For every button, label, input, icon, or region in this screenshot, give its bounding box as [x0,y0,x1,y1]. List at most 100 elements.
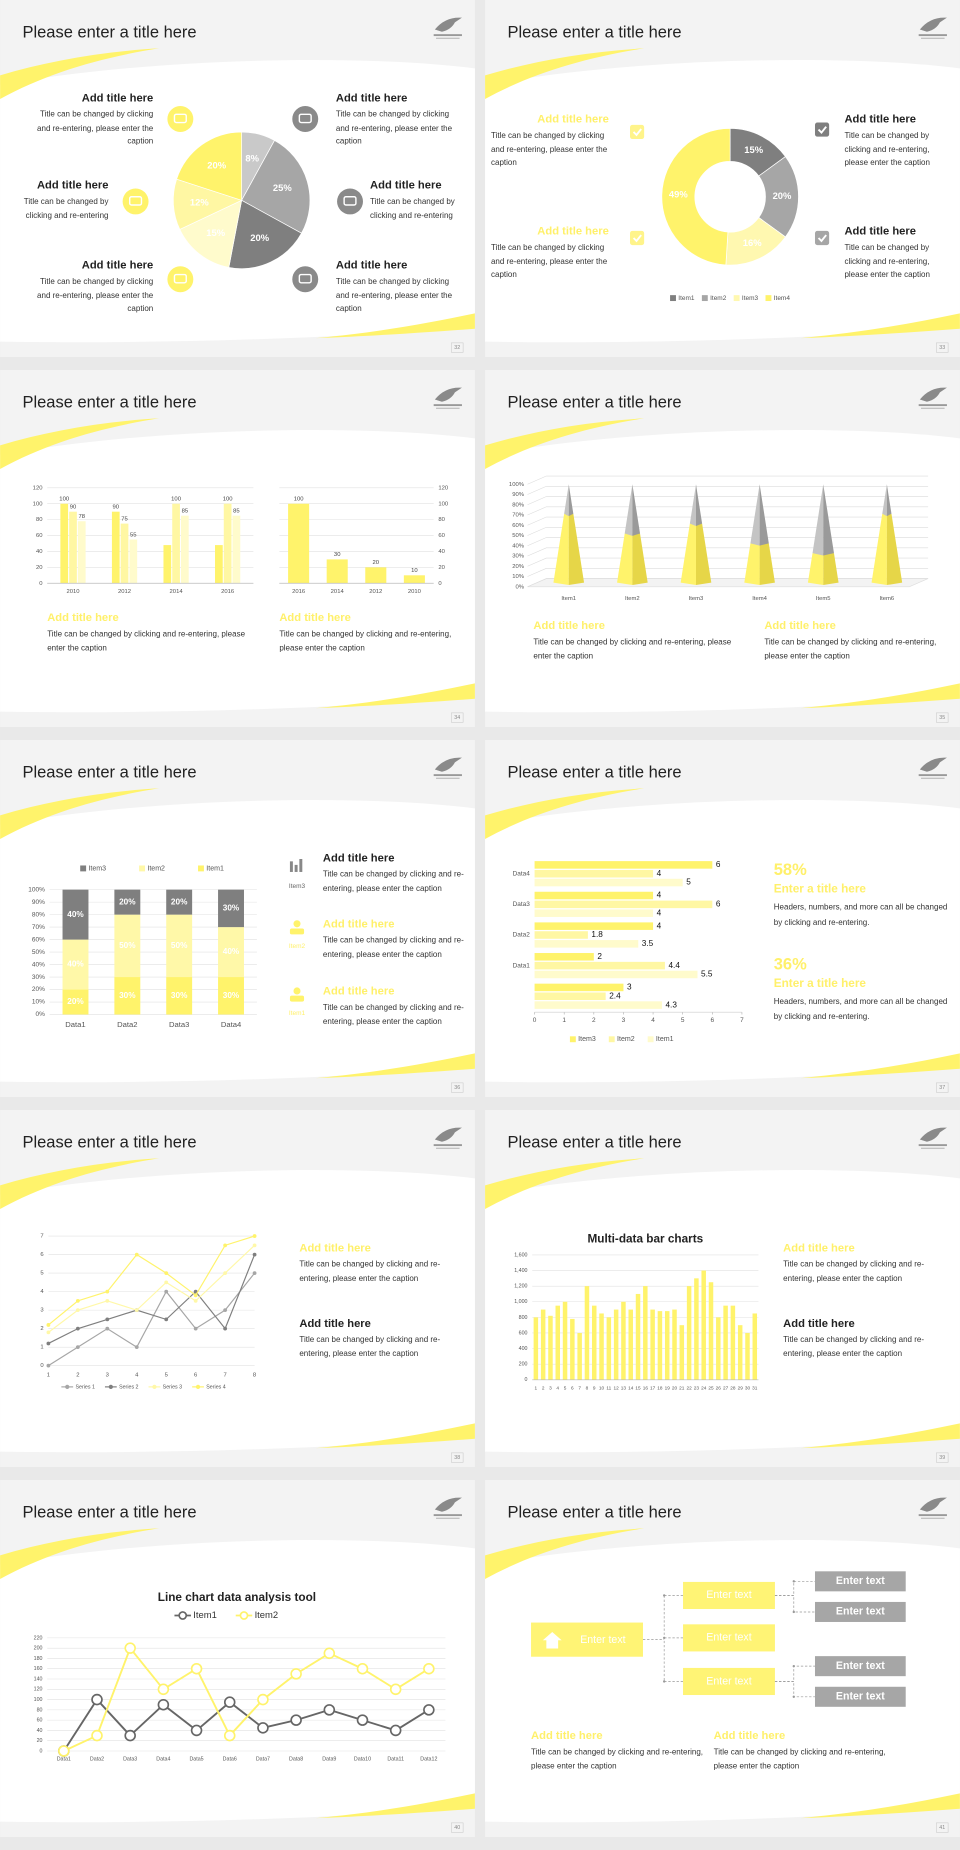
x-tick-label: Data4 [156,1757,170,1763]
y-tick-label: 50% [32,949,45,956]
x-tick-label: 22 [686,1385,692,1390]
segment-label: 50% [171,941,188,950]
segment-label: 40% [223,947,240,956]
x-tick-label: 8 [586,1385,589,1390]
logo-mark [918,1144,947,1147]
accent-swoosh [800,683,960,709]
series-marker [223,1729,236,1742]
series-marker [164,1317,169,1322]
accent-swoosh [0,48,160,99]
series-marker [134,1345,139,1350]
block-heading: Add title here [36,179,109,193]
y-tick-label: 100% [28,886,45,893]
legend-marker [195,1384,201,1390]
legend-marker [65,1384,70,1390]
slide-body [0,1539,475,1823]
grid-line [527,506,929,516]
y-tick-label: 0% [36,1011,46,1018]
accent-swoosh [315,313,475,339]
segment-label: 30% [223,991,240,1000]
block-heading-area: Add title here [783,1317,855,1330]
bar-segment [114,914,141,978]
x-tick-label: Data2 [117,1020,137,1029]
block-heading-area: Add title here [323,985,395,998]
legend-swatch [701,295,708,302]
series-marker [193,1293,198,1298]
block-caption-area: Title can be changed by clicking and re-… [491,132,607,167]
stat-heading: Enter a title here [774,883,867,896]
series-marker [223,1243,228,1248]
y-tick-label: 200 [519,1362,528,1368]
slide-canvas: Please enter a title here 32 8% 25% 20% 15% 12… [0,0,475,357]
cone-segment [624,484,633,536]
series-marker [389,1724,402,1737]
block-heading-area: Add title here [336,92,408,105]
bar-value-label: 20 [373,560,380,566]
segment-label: 30% [119,991,136,1000]
legend-swatch [80,865,87,872]
series-marker [157,1683,170,1696]
y-tick-label: 20 [37,1738,43,1744]
block-caption: Title can be changed by clicking and re-… [322,1003,464,1026]
logo-mark [921,1147,945,1149]
slice-label: 20% [207,160,226,171]
accent-swoosh [485,1158,645,1209]
x-tick-label: 24 [701,1385,707,1390]
y-tick-label: 160 [34,1666,43,1672]
y-tick-label: 40 [438,549,445,555]
bar [716,1317,721,1380]
x-tick-label: 2 [542,1385,545,1390]
block-caption-area: Title can be changed by clicking and re-… [37,111,153,146]
checkbox [630,230,645,246]
accent-swoosh [800,1053,960,1079]
x-tick-label: 3 [622,1017,626,1024]
series-marker [193,1326,198,1331]
accent-swoosh [485,1528,645,1579]
item-label: Item1 [289,1010,306,1017]
series-marker [105,1326,110,1331]
bar-value-label: 4 [657,908,662,917]
accent-swoosh [0,1158,160,1209]
logo-mark [921,407,945,409]
page-number-box [936,1082,949,1093]
bar [288,503,310,584]
series-line [48,1244,255,1333]
series-marker [252,1271,257,1275]
bar-value-label: 5 [686,878,691,887]
y-tick-label: 40% [32,961,45,968]
x-tick-label: 26 [716,1385,722,1390]
bar [591,1305,597,1380]
legend-swatch [569,1036,576,1043]
x-tick-label: 10 [599,1385,605,1390]
series-marker [290,1668,302,1680]
cone-segment-shade [759,543,775,586]
x-tick-label: Data2 [90,1757,104,1763]
segment-label: 30% [171,991,188,1000]
slide: Please enter a title here 36 0% 10% 20% 30% 40… [0,740,475,1097]
x-tick-label: 2012 [369,589,382,595]
cone-segment-shade [695,523,712,586]
y-tick-label: 1,000 [514,1299,527,1305]
legend-label: Item1 [678,295,695,302]
series-marker [323,1704,336,1716]
page-number: 37 [939,1085,945,1091]
x-tick-label: 11 [606,1385,611,1390]
checkmark [632,128,642,137]
series-marker [190,1724,203,1737]
series-marker [105,1298,110,1303]
bar-value-label: 75 [121,516,128,522]
bar [555,1305,561,1380]
cone-segment [882,484,887,517]
series-marker [257,1693,269,1706]
y-tick-label: 100% [509,482,525,488]
x-tick-label: Item2 [625,596,640,602]
y-tick-label: 10% [32,999,45,1006]
x-tick-label: Data1 [65,1020,85,1029]
pie-slice [661,128,731,266]
block-heading-area: Add title here [714,1730,786,1743]
grid-line [527,578,929,588]
block-heading: Add title here [81,259,154,273]
series-marker [46,1330,51,1335]
bar [540,1309,546,1380]
legend-label: Item2 [255,1609,279,1620]
